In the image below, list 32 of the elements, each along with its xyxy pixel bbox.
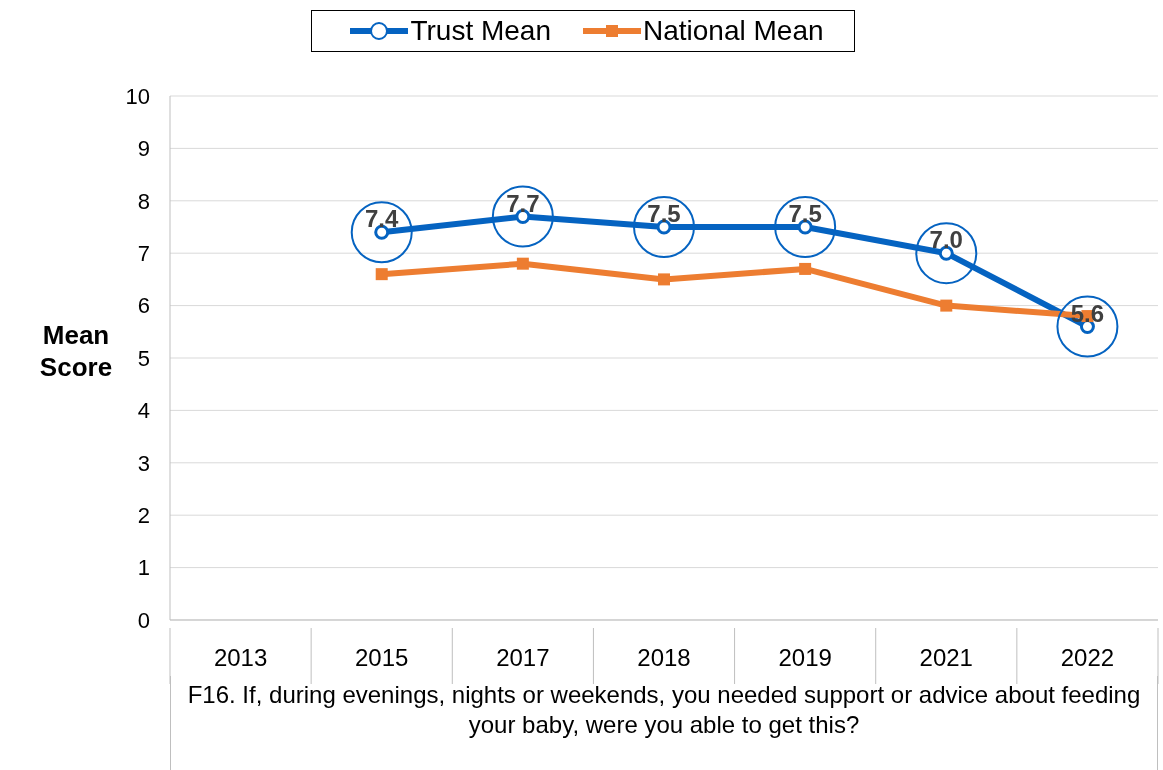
x-tick-label: 2021 (919, 644, 973, 671)
data-label: 7.5 (647, 200, 681, 227)
y-tick-label: 6 (137, 293, 150, 319)
point (375, 268, 388, 281)
x-tick-label: 2018 (637, 644, 691, 671)
data-label: 7.7 (506, 189, 540, 217)
data-label: 7.0 (929, 226, 963, 254)
data-label: 7.5 (788, 200, 822, 227)
x-tick-label: 2015 (355, 644, 409, 671)
y-axis-title: Mean Score (39, 320, 113, 382)
legend-label: National Mean (643, 15, 824, 47)
y-tick-label: 3 (137, 450, 150, 476)
y-tick-label: 1 (137, 555, 150, 581)
y-tick-label: 8 (137, 188, 150, 214)
y-tick-label: 5 (137, 345, 150, 371)
y-tick-label: 4 (137, 398, 150, 424)
y-tick-label: 10 (125, 83, 150, 109)
point (658, 273, 670, 286)
x-tick-label: 2017 (496, 644, 550, 671)
x-axis-title: F16. If, during evenings, nights or weekends, you needed support or advice about feeding your baby, were you able to get this? (170, 676, 1158, 770)
x-tick-label: 2013 (213, 644, 268, 671)
y-tick-label: 2 (137, 503, 150, 529)
legend-label: Trust Mean (410, 15, 551, 47)
point (799, 262, 812, 275)
data-label: 7.4 (365, 205, 400, 233)
y-tick-label: 0 (137, 607, 150, 633)
y-tick-label: 7 (137, 241, 150, 267)
x-tick-label: 2019 (778, 644, 832, 671)
point (940, 299, 953, 312)
point (516, 257, 529, 270)
x-tick-label: 2022 (1060, 644, 1115, 671)
y-tick-label: 9 (137, 136, 150, 162)
